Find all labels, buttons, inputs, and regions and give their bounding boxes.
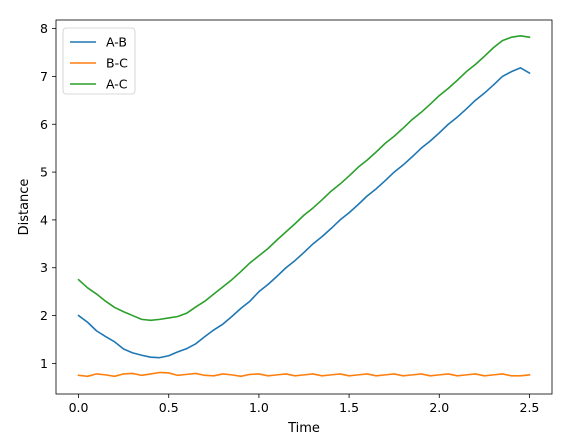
y-tick-label: 2: [40, 308, 48, 323]
legend: A-B B-C A-C: [62, 27, 136, 95]
series-line-a-c: [77, 34, 531, 322]
x-tick-label: 2.0: [429, 400, 449, 415]
series-line-a-b: [77, 67, 531, 359]
series-line-b-c: [77, 371, 531, 378]
plot-area: 0.0 0.5 1.0 1.5 2.0 2.5 1 2 3 4 5 6 7 8: [40, 19, 553, 415]
y-axis-label: Distance: [17, 179, 32, 236]
x-tick-label: 0.0: [69, 400, 89, 415]
x-tick-label: 2.5: [520, 400, 540, 415]
series-layer: [77, 34, 531, 378]
y-tick-label: 4: [40, 212, 48, 227]
legend-label-a-c: A-C: [106, 77, 128, 92]
x-tick-label: 0.5: [159, 400, 179, 415]
y-tick-label: 7: [40, 69, 48, 84]
legend-label-a-b: A-B: [106, 35, 127, 50]
y-tick-label: 6: [40, 117, 48, 132]
axes-frame: [55, 19, 553, 395]
x-tick-label: 1.5: [339, 400, 359, 415]
legend-label-b-c: B-C: [106, 56, 128, 71]
x-tick-label: 1.0: [249, 400, 269, 415]
x-axis-label: Time: [287, 421, 320, 436]
x-ticks: 0.0 0.5 1.0 1.5 2.0 2.5: [69, 394, 540, 415]
y-tick-label: 5: [40, 165, 48, 180]
y-tick-label: 1: [40, 356, 48, 371]
y-tick-label: 8: [40, 21, 48, 36]
y-ticks: 1 2 3 4 5 6 7 8: [40, 21, 56, 371]
legend-box: [62, 27, 136, 95]
y-tick-label: 3: [40, 260, 48, 275]
